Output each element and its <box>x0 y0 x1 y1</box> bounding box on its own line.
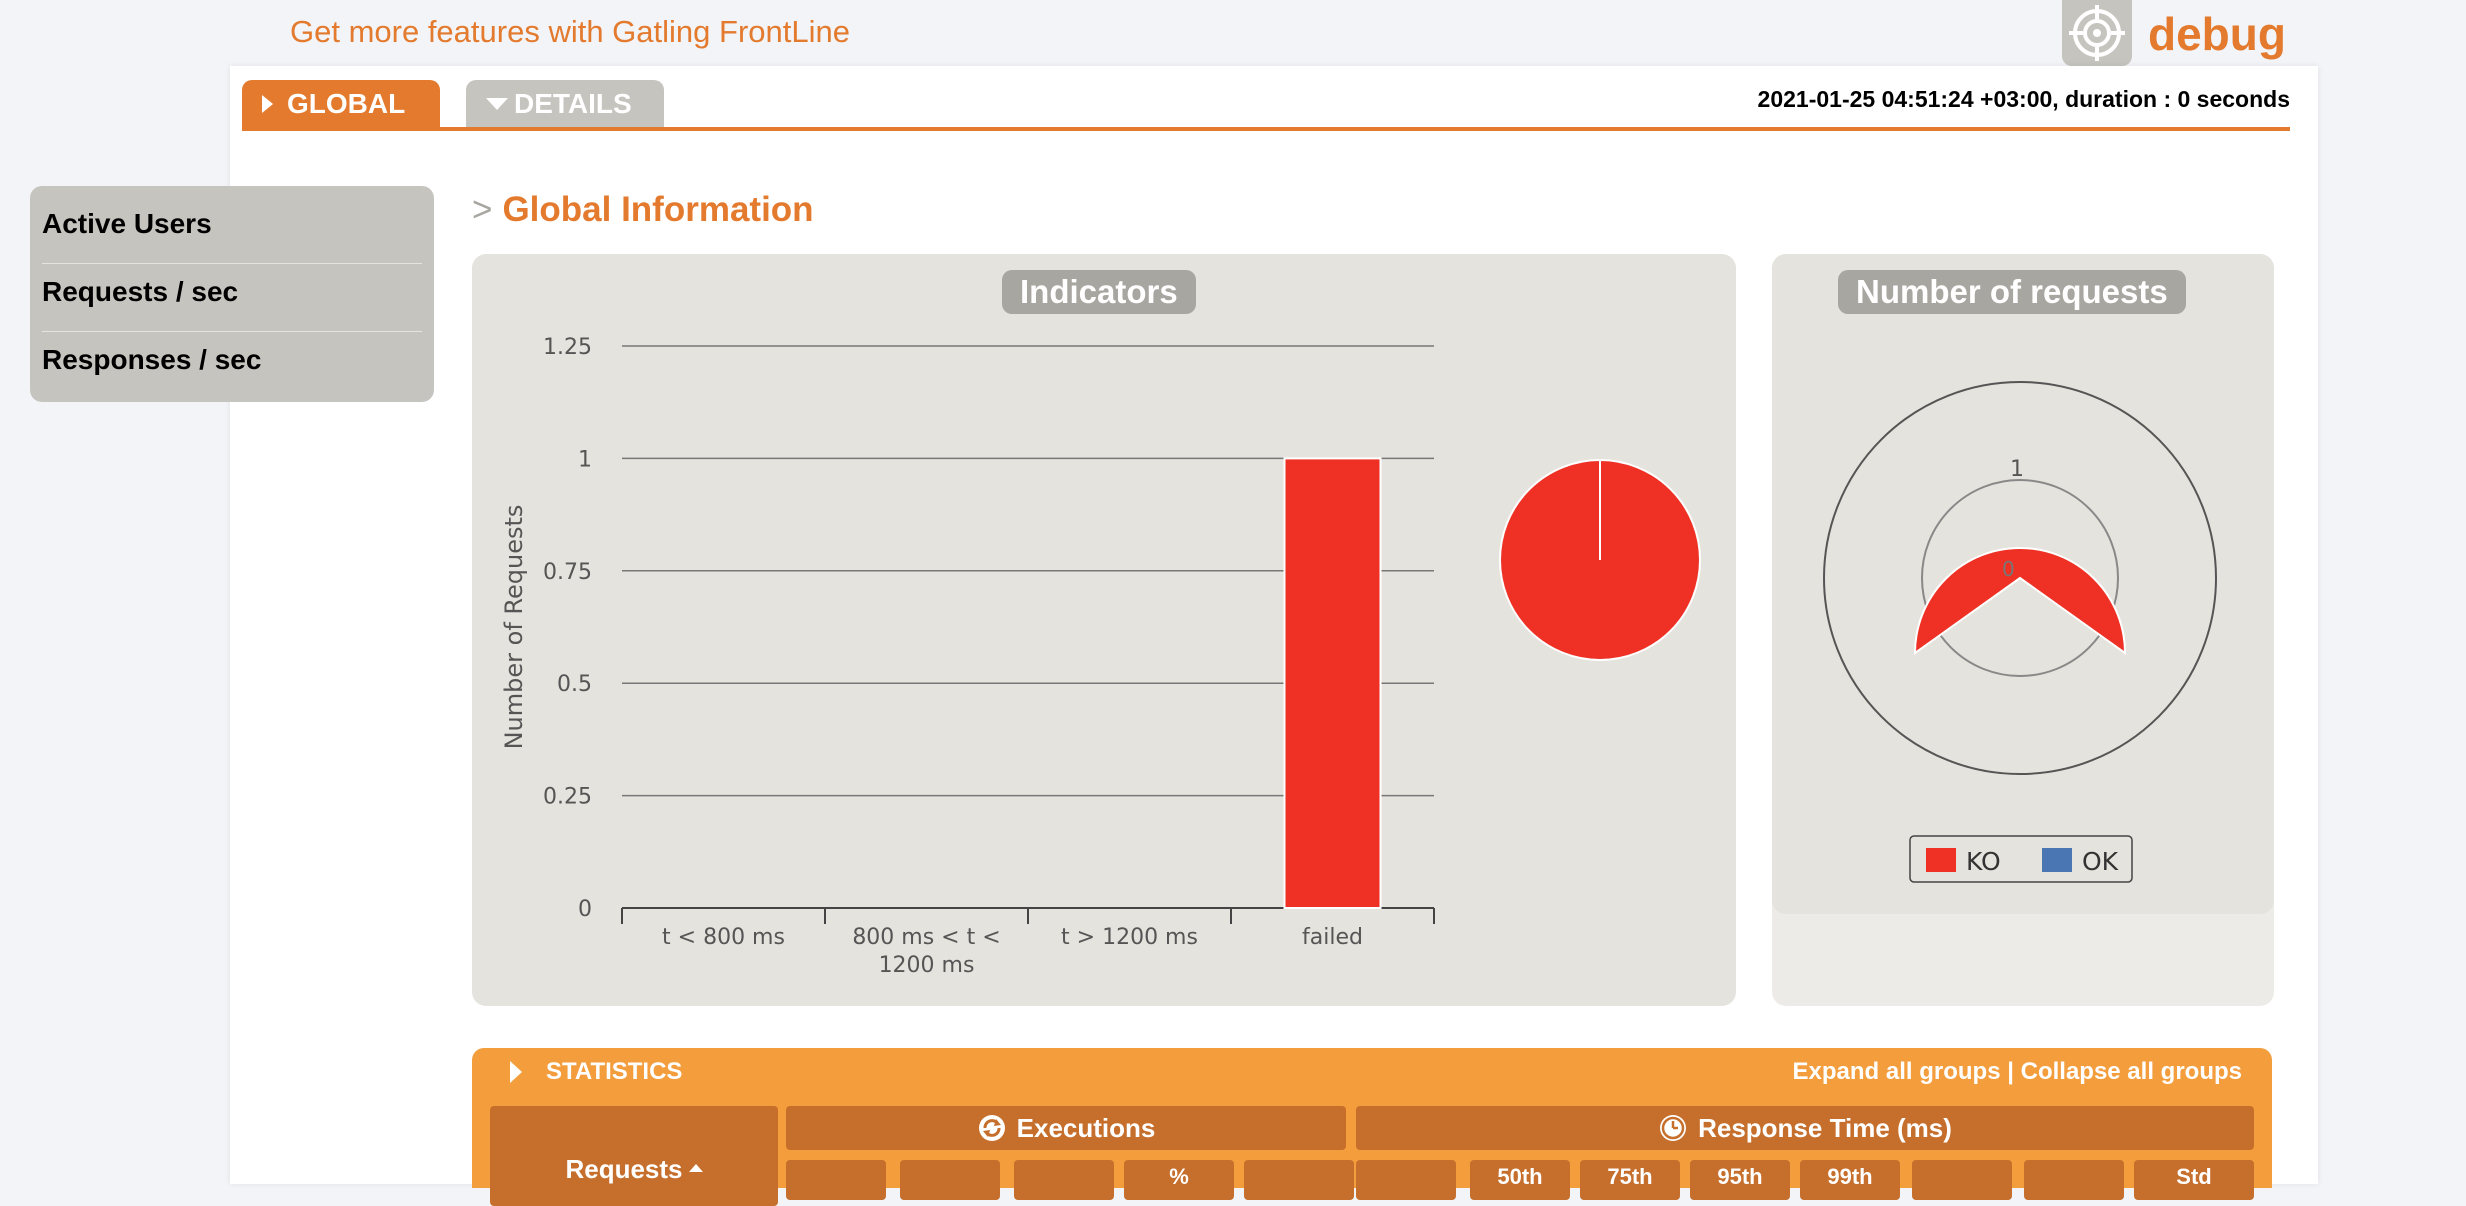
sidebar: Active Users Requests / sec Responses / … <box>30 186 434 402</box>
sub-header-50th[interactable]: 50th <box>1470 1160 1570 1200</box>
sub-header-std[interactable]: Std <box>2134 1160 2254 1200</box>
requests-panel: Number of requests 1 0 KO OK <box>1772 254 2274 914</box>
y-tick-label: 1.25 <box>543 335 592 360</box>
sub-header-ok[interactable] <box>900 1160 1000 1200</box>
legend-box <box>1909 835 2133 883</box>
response-time-header-label: Response Time (ms) <box>1698 1112 1952 1143</box>
sub-header-max[interactable] <box>1912 1160 2012 1200</box>
executions-header: Executions <box>786 1106 1346 1150</box>
app-name: debug <box>2148 8 2286 60</box>
executions-header-label: Executions <box>1016 1112 1156 1143</box>
legend-ok-swatch <box>2042 848 2072 872</box>
sub-header-min[interactable] <box>1356 1160 1456 1200</box>
y-tick-label: 1 <box>578 447 592 472</box>
requests-title: Number of requests <box>1838 270 2186 314</box>
caret-right-icon <box>262 95 273 113</box>
group-links: Expand all groups | Collapse all groups <box>1793 1058 2242 1086</box>
caret-down-icon <box>486 98 508 110</box>
section-title-text: Global Information <box>502 190 814 229</box>
collapse-all-groups-link[interactable]: Collapse all groups <box>2020 1058 2242 1085</box>
expand-all-groups-link[interactable]: Expand all groups <box>1792 1058 2001 1085</box>
inner-ring <box>1921 479 2119 677</box>
indicators-title: Indicators <box>1002 270 1196 314</box>
legend-ko-swatch <box>1926 848 1956 872</box>
section-title: > Global Information <box>472 190 814 230</box>
sub-header-75th[interactable]: 75th <box>1580 1160 1680 1200</box>
sub-header-95th[interactable]: 95th <box>1690 1160 1790 1200</box>
bar <box>1283 457 1382 909</box>
sidebar-item-responses-per-sec[interactable]: Responses / sec <box>42 344 262 375</box>
statistics-toggle[interactable]: STATISTICS <box>510 1058 683 1086</box>
sub-header-ko-percent[interactable]: % <box>1124 1160 1234 1200</box>
requests-column-header[interactable]: Requests <box>490 1106 778 1206</box>
sidebar-item-requests-per-sec[interactable]: Requests / sec <box>42 264 422 332</box>
ko-slice <box>1913 547 2127 655</box>
statistics-bar: STATISTICS Expand all groups | Collapse … <box>472 1048 2272 1206</box>
sub-header-ko[interactable] <box>1014 1160 1114 1200</box>
sub-header-total[interactable] <box>786 1160 886 1200</box>
indicators-chart: 0 0.25 0.5 0.75 1 1.25 Number of Requests t < 8… <box>500 335 1701 978</box>
sidebar-item-active-users[interactable]: Active Users <box>42 196 422 264</box>
frontline-promo-link[interactable]: Get more features with Gatling FrontLine <box>290 14 850 49</box>
inner-value-label: 0 <box>2002 557 2015 581</box>
clock-icon <box>1660 1115 1687 1141</box>
sub-header-mean[interactable] <box>2024 1160 2124 1200</box>
link-separator: | <box>2000 1058 2021 1085</box>
y-tick-label: 0.5 <box>557 672 592 697</box>
std-label: Std <box>2176 1164 2212 1189</box>
requests-header-label: Requests <box>565 1154 683 1184</box>
indicators-panel: Indicators 0 0.25 0.5 0.75 1 1.25 Number of Re… <box>472 254 1736 1006</box>
y-tick-label: 0.25 <box>543 785 592 810</box>
response-time-header: Response Time (ms) <box>1356 1106 2254 1150</box>
y-tick-label: 0 <box>578 897 592 922</box>
refresh-icon <box>978 1115 1005 1141</box>
legend-ok-label[interactable]: OK <box>2082 847 2119 876</box>
requests-panel-frame: Number of requests 1 0 KO OK <box>1772 254 2274 1006</box>
sub-header-cnt-per-sec[interactable] <box>1244 1160 1354 1200</box>
p95-label: 95th <box>1717 1164 1763 1189</box>
tab-global[interactable]: GLOBAL <box>242 80 440 128</box>
caret-right-icon <box>510 1061 522 1083</box>
tab-details-label: DETAILS <box>514 88 632 119</box>
tab-details[interactable]: DETAILS <box>466 80 664 128</box>
tab-global-label: GLOBAL <box>287 88 406 119</box>
legend-ko-label[interactable]: KO <box>1966 847 2001 876</box>
run-info: 2021-01-25 04:51:24 +03:00, duration : 0… <box>1757 86 2290 112</box>
statistics-title: STATISTICS <box>546 1058 683 1085</box>
p75-label: 75th <box>1607 1164 1653 1189</box>
target-icon <box>2062 0 2132 66</box>
x-tick-label: t > 1200 ms <box>1061 925 1198 950</box>
y-tick-label: 0.75 <box>543 560 592 585</box>
brand: debug <box>2062 0 2286 66</box>
sub-header-99th[interactable]: 99th <box>1800 1160 1900 1200</box>
section-arrow: > <box>472 190 493 229</box>
requests-donut-chart: 1 0 KO OK <box>1823 381 2217 883</box>
p50-label: 50th <box>1497 1164 1543 1189</box>
outer-value-label: 1 <box>2010 457 2024 482</box>
y-axis-title: Number of Requests <box>500 505 528 750</box>
x-tick-label: t < 800 ms <box>662 925 785 950</box>
sort-up-icon <box>688 1164 703 1172</box>
tab-underline <box>242 127 2290 131</box>
x-tick-label: failed <box>1302 925 1363 950</box>
p99-label: 99th <box>1827 1164 1873 1189</box>
ko-percent-label: % <box>1169 1164 1189 1189</box>
x-tick-label: 800 ms < t <1200 ms <box>852 925 1000 978</box>
